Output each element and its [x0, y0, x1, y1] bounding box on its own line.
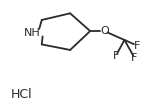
Text: F: F	[113, 51, 119, 60]
Text: NH: NH	[24, 28, 41, 38]
Text: F: F	[134, 41, 140, 51]
Text: HCl: HCl	[11, 88, 33, 101]
Text: F: F	[131, 53, 138, 63]
Text: O: O	[100, 26, 109, 36]
